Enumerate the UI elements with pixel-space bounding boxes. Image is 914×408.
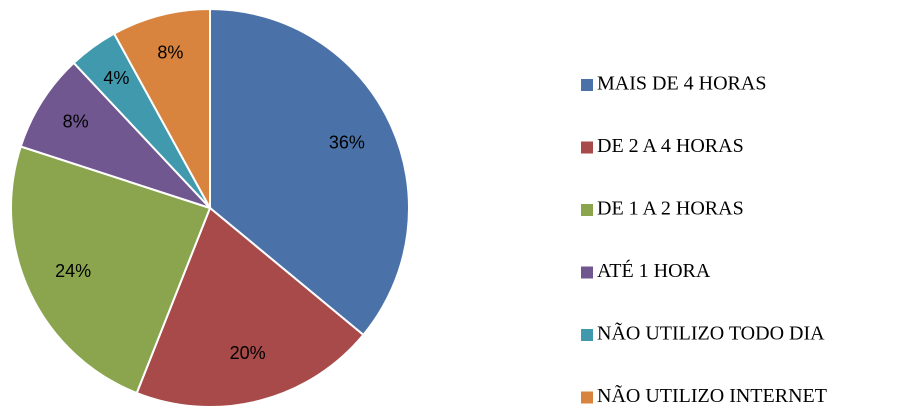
legend-swatch (581, 204, 593, 216)
legend-label: NÃO UTILIZO TODO DIA (597, 321, 825, 345)
data-label: 4% (103, 68, 129, 88)
legend-swatch (581, 266, 593, 279)
legend-label: DE 1 A 2 HORAS (597, 198, 744, 220)
pie-slice (19, 61, 211, 209)
legend-label: ATÉ 1 HORA (597, 259, 711, 282)
data-label: 20% (230, 343, 266, 363)
legend-label: NÃO UTILIZO INTERNET (597, 383, 827, 407)
legend-swatch (581, 329, 593, 341)
data-label: 8% (63, 111, 89, 131)
legend-swatch (581, 141, 593, 154)
data-label: 8% (157, 43, 183, 63)
legend-swatch (581, 79, 593, 91)
pie-slice (10, 145, 212, 395)
pie-slice (112, 7, 211, 209)
legend-label: MAIS DE 4 HORAS (597, 73, 766, 95)
pie-slice (209, 7, 410, 337)
data-label: 36% (329, 132, 365, 152)
legend-label: DE 2 A 4 HORAS (597, 135, 744, 157)
pie-slice (135, 206, 365, 408)
data-label: 24% (55, 261, 91, 281)
legend-swatch (581, 391, 593, 404)
